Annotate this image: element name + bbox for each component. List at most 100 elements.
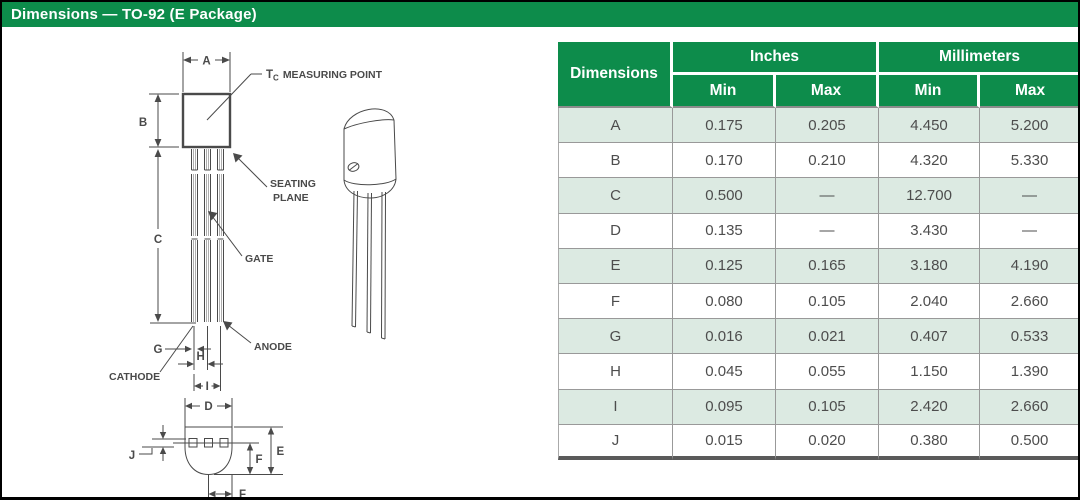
value-cell: 0.055 (776, 354, 880, 390)
face-hole (347, 162, 360, 172)
isometric-view (343, 108, 397, 340)
value-cell: 4.190 (980, 248, 1078, 284)
gate-label: GATE (245, 253, 273, 265)
table-row: C 0.500 — 12.700 — (558, 178, 1078, 214)
header-millimeters: Millimeters (879, 42, 1078, 75)
value-cell: 0.210 (776, 143, 880, 179)
value-cell: — (980, 213, 1078, 249)
dimension-cell: I (558, 389, 673, 425)
value-cell: 0.407 (879, 319, 981, 355)
seating-plane-label-2: PLANE (273, 192, 309, 204)
dimension-cell: A (558, 108, 673, 144)
tc-measuring-point-label: TC MEASURING POINT (266, 69, 383, 83)
leads-isometric (351, 190, 386, 340)
dim-b-lines (149, 93, 179, 148)
seating-plane-label: SEATING (270, 178, 316, 190)
value-cell: 0.500 (673, 178, 776, 214)
header-inches-max: Max (776, 75, 880, 108)
leads-front (190, 149, 225, 322)
table-row: H 0.045 0.055 1.150 1.390 (558, 354, 1078, 390)
bottom-body-outline (173, 426, 243, 476)
value-cell: 0.105 (776, 389, 880, 425)
anode-label: ANODE (254, 341, 292, 353)
value-cell: 0.165 (776, 248, 880, 284)
value-cell: 0.380 (879, 424, 981, 460)
value-cell: 0.015 (673, 424, 776, 460)
dimension-cell: D (558, 213, 673, 249)
table-row: A 0.175 0.205 4.450 5.200 (558, 108, 1078, 144)
value-cell: 0.020 (776, 424, 880, 460)
dim-i-lines (193, 326, 221, 391)
anode-callout-lines (223, 321, 252, 344)
dim-g-lines (165, 345, 211, 353)
package-body-front (181, 92, 232, 149)
table-row: I 0.095 0.105 2.420 2.660 (558, 389, 1078, 425)
gate-callout-lines (208, 211, 243, 257)
front-view: A B (109, 52, 383, 393)
value-cell: 0.205 (776, 108, 880, 144)
bottom-view: D (129, 398, 285, 499)
dim-e-lines (214, 426, 283, 475)
value-cell: 0.021 (776, 319, 880, 355)
dim-label-i: I (206, 381, 209, 393)
page-title: Dimensions — TO-92 (E Package) (11, 6, 257, 23)
value-cell: 0.500 (980, 424, 1078, 460)
dim-f-side-lines (243, 442, 259, 475)
dim-label-g: G (154, 344, 163, 356)
dimension-cell: J (558, 424, 673, 460)
header-mm-min: Min (879, 75, 981, 108)
table-body: A 0.175 0.205 4.450 5.200 B 0.170 0.210 … (558, 108, 1078, 460)
dim-label-j: J (129, 450, 135, 462)
tc-callout-lines (206, 73, 262, 121)
value-cell: — (776, 178, 880, 214)
table-row: D 0.135 — 3.430 — (558, 213, 1078, 249)
cathode-label: CATHODE (109, 371, 160, 383)
value-cell: 2.660 (980, 389, 1078, 425)
seating-plane-lines (233, 153, 268, 188)
value-cell: 0.170 (673, 143, 776, 179)
dim-c-lines (150, 149, 196, 324)
dimension-cell: C (558, 178, 673, 214)
header-inches: Inches (673, 42, 880, 75)
table-row: F 0.080 0.105 2.040 2.660 (558, 283, 1078, 320)
dimension-cell: G (558, 319, 673, 355)
table-row: E 0.125 0.165 3.180 4.190 (558, 248, 1078, 284)
dim-f-bottom-lines (208, 474, 233, 497)
value-cell: 0.125 (673, 248, 776, 284)
dim-label-b: B (139, 117, 147, 129)
value-cell: 1.150 (879, 354, 981, 390)
package-drawing-area: A B (2, 30, 547, 499)
dimension-cell: F (558, 283, 673, 320)
value-cell: — (980, 178, 1078, 214)
value-cell: 4.320 (879, 143, 981, 179)
dim-label-h: H (197, 351, 205, 363)
dimension-cell: H (558, 354, 673, 390)
table-row: G 0.016 0.021 0.407 0.533 (558, 319, 1078, 355)
dim-label-e: E (277, 446, 285, 458)
value-cell: 0.135 (673, 213, 776, 249)
header-dimensions: Dimensions (558, 42, 673, 108)
dimension-cell: E (558, 248, 673, 284)
value-cell: 5.200 (980, 108, 1078, 144)
value-cell: 0.045 (673, 354, 776, 390)
dimensions-table: Dimensions Inches Millimeters Min Max Mi… (558, 42, 1078, 460)
dim-label-f-bottom: F (239, 489, 246, 499)
dim-label-d: D (204, 401, 212, 413)
value-cell: 0.016 (673, 319, 776, 355)
dimension-cell: B (558, 143, 673, 179)
dim-h-lines (178, 326, 223, 370)
header-inches-min: Min (673, 75, 776, 108)
value-cell: 0.533 (980, 319, 1078, 355)
table-row: J 0.015 0.020 0.380 0.500 (558, 424, 1078, 460)
dim-d-lines (184, 398, 233, 427)
value-cell: 2.420 (879, 389, 981, 425)
dim-a-lines (182, 52, 231, 92)
dim-label-a: A (202, 56, 210, 68)
value-cell: — (776, 213, 880, 249)
value-cell: 0.080 (673, 283, 776, 320)
header-mm-max: Max (980, 75, 1078, 108)
value-cell: 0.175 (673, 108, 776, 144)
table-row: B 0.170 0.210 4.320 5.330 (558, 143, 1078, 179)
value-cell: 12.700 (879, 178, 981, 214)
value-cell: 2.660 (980, 283, 1078, 320)
